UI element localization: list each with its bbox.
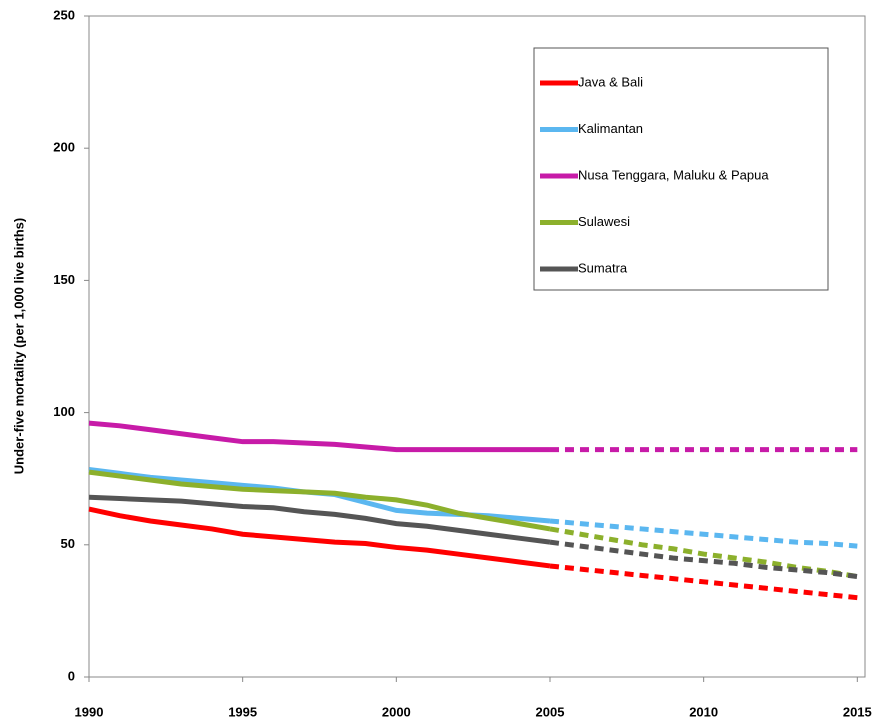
y-tick-label: 100: [53, 404, 75, 419]
series-line: [88, 494, 551, 545]
x-tick-label: 2005: [536, 704, 565, 719]
y-tick-label: 250: [53, 7, 75, 22]
x-tick-label: 2015: [843, 704, 872, 719]
legend-label: Sumatra: [578, 260, 628, 275]
y-tick-label: 150: [53, 272, 75, 287]
y-tick-label: 200: [53, 140, 75, 155]
x-tick-label: 1995: [228, 704, 257, 719]
plot-frame: [88, 15, 866, 678]
y-tick-label: 0: [68, 668, 75, 683]
legend-label: Nusa Tenggara, Maluku & Papua: [578, 167, 769, 182]
projected-line: [549, 518, 858, 549]
series-line: [88, 506, 551, 569]
legend-label: Kalimantan: [578, 121, 643, 136]
x-tick-label: 2010: [689, 704, 718, 719]
series-line: [88, 469, 551, 532]
y-tick-label: 50: [61, 536, 75, 551]
projected-line: [549, 563, 858, 601]
legend-label: Java & Bali: [578, 74, 643, 89]
legend-box: [533, 47, 829, 291]
legend-label: Sulawesi: [578, 214, 630, 229]
x-tick-label: 2000: [382, 704, 411, 719]
x-tick-label: 1990: [75, 704, 104, 719]
projected-line: [549, 539, 858, 580]
y-axis-label: Under-five mortality (per 1,000 live bir…: [11, 218, 26, 474]
series-line: [88, 420, 550, 453]
